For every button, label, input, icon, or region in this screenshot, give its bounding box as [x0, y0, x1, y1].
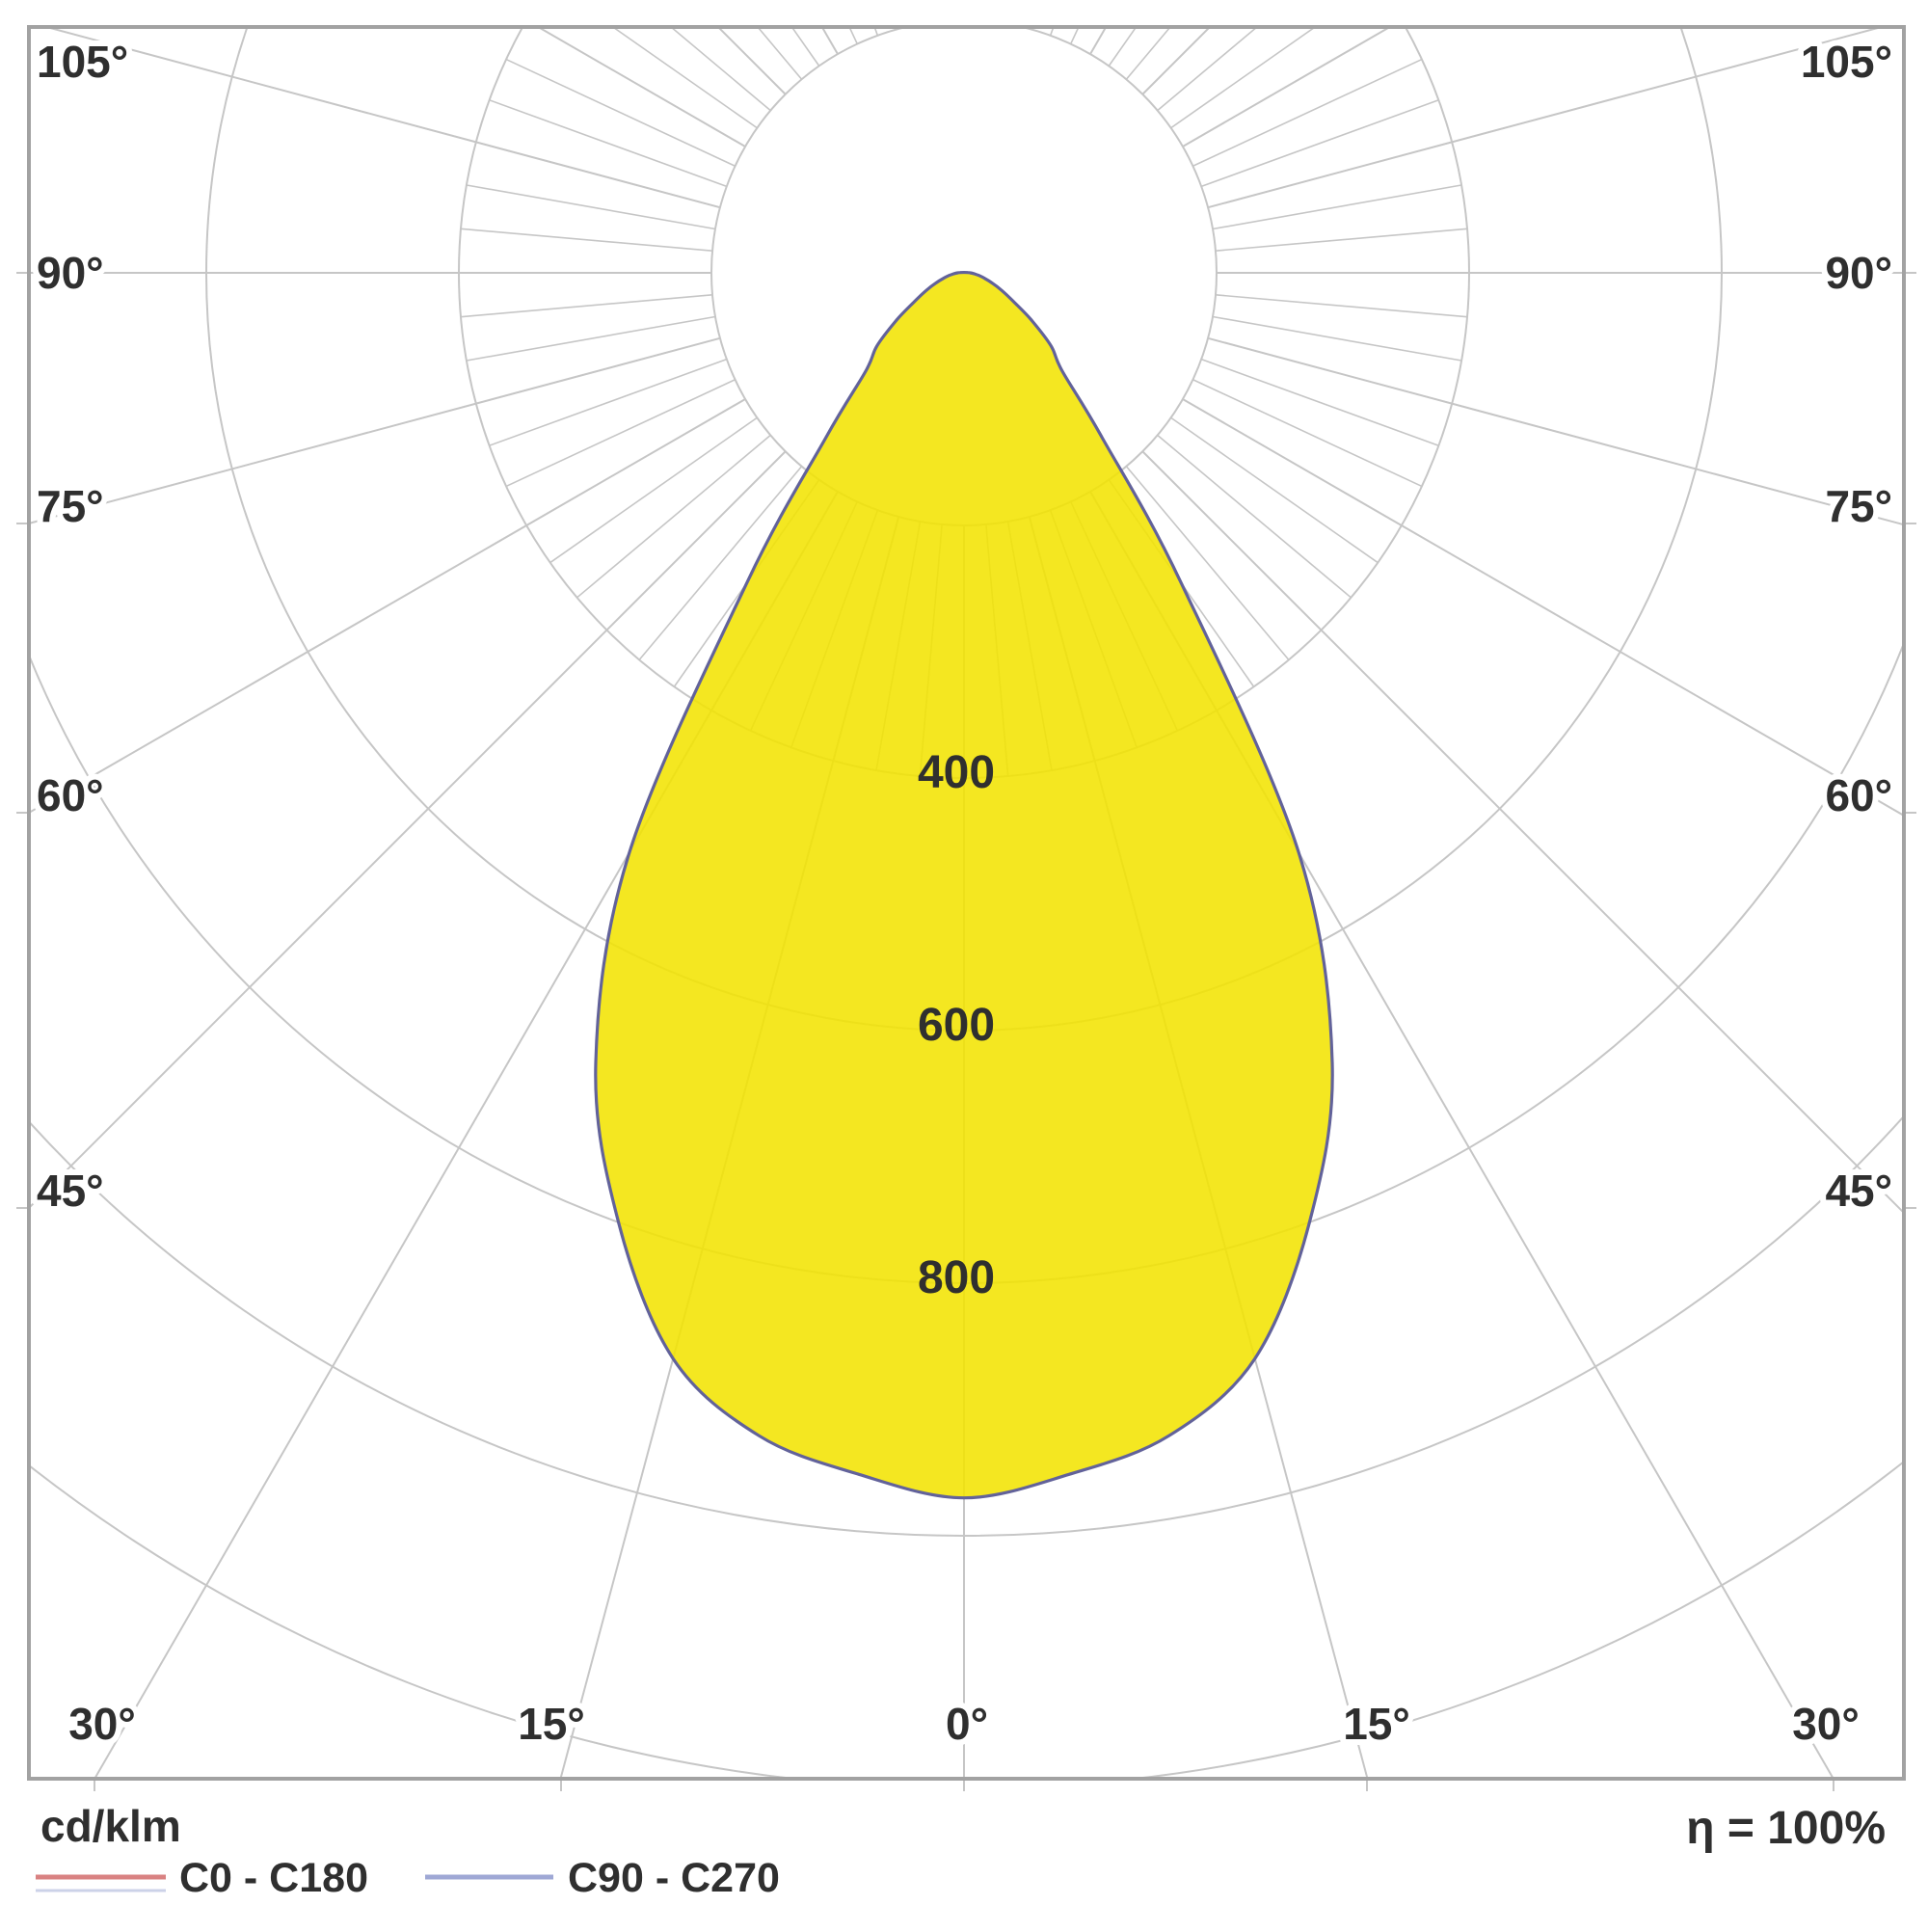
gamma-angle-label-bottom: 15° [518, 1699, 585, 1749]
fine-angle-grid-line [1192, 58, 1423, 167]
beam-outline [594, 271, 1334, 1500]
fine-angle-grid-line [505, 379, 736, 488]
fine-angle-grid-line [1108, 27, 1138, 67]
angle-grid-line [1028, 27, 1031, 30]
fine-angle-grid-line [1215, 294, 1468, 318]
gamma-angle-label-bottom: 15° [1343, 1699, 1410, 1749]
angle-grid-line [1182, 398, 1904, 818]
fine-angle-grid-line [1170, 416, 1379, 564]
gamma-angle-label-bottom: 0° [946, 1699, 988, 1749]
gamma-angle-label-left: 75° [37, 481, 104, 531]
efficiency-label: η = 100% [1686, 1803, 1886, 1854]
fine-angle-grid-line [920, 0, 942, 21]
radial-grid-circle [29, 1114, 1904, 1537]
fine-angle-grid-line [466, 315, 716, 362]
fine-angle-grid-line [460, 294, 713, 318]
fine-angle-grid-line [669, 27, 771, 112]
fine-angle-grid-line [790, 27, 820, 67]
fine-angle-grid-line [1192, 379, 1423, 488]
legend-label-c90: C90 - C270 [568, 1855, 780, 1901]
fine-angle-grid-line [1157, 27, 1259, 112]
fine-angle-grid-line [611, 27, 758, 129]
radial-value-label: 400 [918, 747, 995, 798]
fine-angle-grid-line [489, 358, 728, 446]
angle-grid-line [42, 27, 721, 209]
legend-label-c0: C0 - C180 [179, 1855, 368, 1901]
angle-grid-line [29, 450, 787, 1210]
fine-angle-grid-line [638, 466, 803, 660]
fine-angle-grid-line [873, 27, 879, 37]
gamma-angle-label-left: 60° [37, 770, 104, 820]
fine-angle-grid-line [549, 416, 758, 564]
fine-angle-grid-line [489, 99, 728, 188]
gamma-angle-label-right: 45° [1825, 1166, 1892, 1216]
fine-angle-grid-line [505, 58, 736, 167]
fine-angle-grid-line [460, 228, 713, 252]
gamma-angle-label-left: 90° [37, 248, 104, 298]
plot-frame [27, 25, 1906, 1781]
fine-angle-grid-line [1125, 27, 1172, 80]
fine-angle-grid-line [1170, 27, 1317, 129]
fine-angle-grid-line [1200, 99, 1439, 188]
fine-angle-grid-line [1215, 228, 1468, 252]
gamma-angle-label-right: 60° [1825, 770, 1892, 820]
angle-grid-line [1207, 27, 1886, 209]
angle-grid-line [29, 336, 721, 524]
axis-labels: 105° 90° 75° 60° 45° 105° 90° 75° 60° 45° 30° 15° 0°… [31, 31, 1898, 1755]
gamma-angle-label-right: 90° [1825, 248, 1892, 298]
fine-angle-grid-line [1212, 184, 1462, 230]
fine-angle-grid-line [1212, 315, 1462, 362]
gamma-angle-label-left: 45° [37, 1166, 104, 1216]
fine-angle-grid-line [1200, 358, 1439, 446]
gamma-angle-label-right: 105° [1801, 37, 1892, 87]
fine-angle-grid-line [1125, 466, 1290, 660]
angle-grid-line [1141, 450, 1904, 1215]
angle-grid-line [29, 398, 746, 815]
gamma-angle-label-left: 105° [37, 37, 128, 87]
radial-value-label: 800 [918, 1252, 995, 1303]
beam-fill [595, 272, 1333, 1498]
gamma-angle-label-bottom: 30° [1792, 1699, 1860, 1749]
units-label: cd/klm [40, 1801, 181, 1851]
beam-curve [594, 271, 1334, 1500]
fine-angle-grid-line [756, 27, 803, 80]
fine-angle-grid-line [466, 184, 716, 230]
angle-grid-line [897, 27, 900, 30]
fine-angle-grid-line [1049, 27, 1055, 37]
gamma-angle-label-right: 75° [1825, 481, 1892, 531]
gamma-angle-label-bottom: 30° [68, 1699, 136, 1749]
fine-angle-grid-line [986, 0, 1008, 21]
fine-angle-grid-line [1007, 0, 1051, 24]
angle-grid-line [1207, 336, 1904, 526]
legend: C0 - C180 C90 - C270 [36, 1855, 780, 1901]
fine-angle-grid-line [1157, 434, 1352, 599]
fine-angle-grid-line [876, 0, 920, 24]
frame-ticks [16, 272, 1916, 1791]
radial-value-label: 600 [918, 1000, 995, 1051]
fine-angle-grid-line [576, 434, 771, 599]
